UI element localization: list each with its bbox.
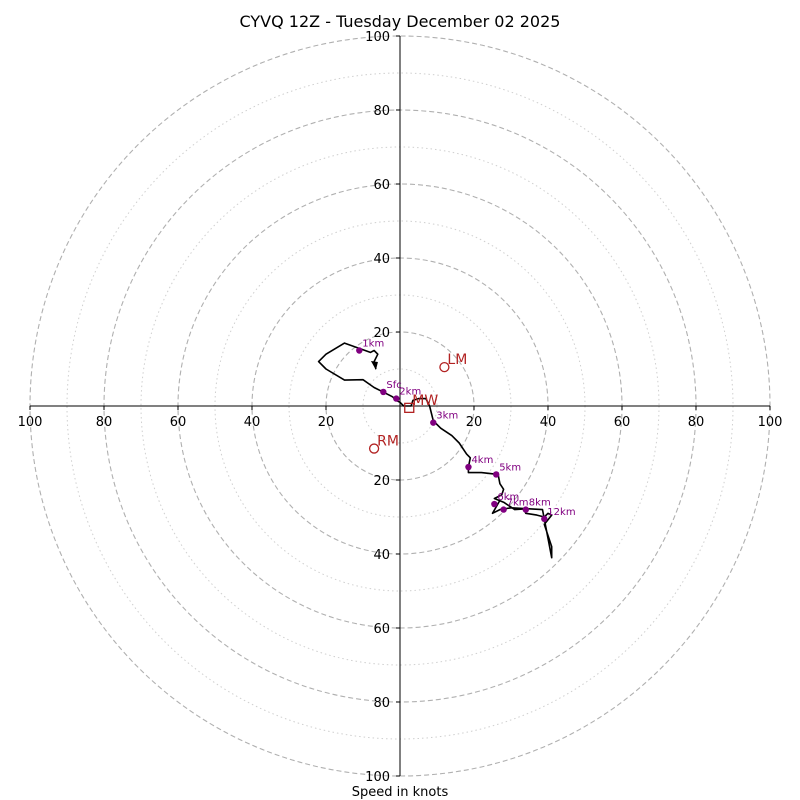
x-tick-label: 100 xyxy=(18,415,43,430)
storm-motion-label: MW xyxy=(412,393,438,409)
y-tick-label: 100 xyxy=(365,30,390,45)
x-tick-label: 60 xyxy=(614,415,631,430)
axes xyxy=(30,36,770,776)
tick-labels: 100 80 60 40 20 20 40 60 80 100 100 80 60 40 20 20 40 60 8… xyxy=(18,30,783,785)
x-tick-label: 80 xyxy=(688,415,705,430)
y-tick-label: 100 xyxy=(365,770,390,785)
height-marker-label: 12km xyxy=(547,507,575,518)
height-marker-8km xyxy=(522,506,529,513)
x-tick-label: 20 xyxy=(318,415,335,430)
height-marker-4km xyxy=(465,463,472,471)
y-tick-label: 20 xyxy=(373,326,390,341)
x-tick-label: 40 xyxy=(540,415,557,430)
wind-trace-line xyxy=(317,342,553,559)
trace-arrow-head xyxy=(370,361,378,370)
storm-motion-rm xyxy=(368,443,380,454)
storm-motion-label: RM xyxy=(377,434,399,450)
height-marker-6km xyxy=(491,500,498,508)
y-tick-label: 60 xyxy=(373,178,390,193)
x-tick-label: 80 xyxy=(96,415,113,430)
height-marker-label: Sfc xyxy=(386,380,401,391)
y-tick-label: 60 xyxy=(373,622,390,637)
storm-motion-points: LM RM MW xyxy=(368,352,467,454)
height-marker-2km xyxy=(393,395,400,402)
hodograph-trace xyxy=(317,342,553,559)
height-marker-label: 7km xyxy=(507,498,529,509)
x-tick-label: 40 xyxy=(244,415,261,430)
height-marker-label: 8km xyxy=(529,498,551,509)
storm-motion-lm xyxy=(439,361,450,373)
y-tick-label: 20 xyxy=(373,474,390,489)
height-marker-label: 3km xyxy=(436,411,458,422)
x-tick-label: 60 xyxy=(170,415,187,430)
height-marker-label: 6km xyxy=(497,492,519,503)
x-axis-label: Speed in knots xyxy=(352,785,449,800)
y-tick-label: 40 xyxy=(373,548,390,563)
chart-title: CYVQ 12Z - Tuesday December 02 2025 xyxy=(240,12,561,31)
storm-motion-label: LM xyxy=(447,352,467,368)
height-marker-1km xyxy=(356,347,363,354)
y-tick-label: 40 xyxy=(373,252,390,267)
height-marker-label: 5km xyxy=(499,462,521,473)
y-tick-label: 80 xyxy=(373,104,390,119)
x-tick-label: 100 xyxy=(758,415,783,430)
height-marker-label: 4km xyxy=(471,455,493,466)
x-tick-label: 20 xyxy=(466,415,483,430)
height-marker-12km xyxy=(541,515,548,523)
height-marker-3km xyxy=(430,419,437,426)
height-marker-label: 1km xyxy=(362,339,384,350)
y-tick-label: 80 xyxy=(373,696,390,711)
height-marker-7km xyxy=(500,506,507,513)
height-marker-5km xyxy=(493,471,500,478)
height-marker-label: 2km xyxy=(399,387,421,398)
storm-motion-mw xyxy=(404,402,415,414)
height-marker-sfc xyxy=(380,388,387,396)
